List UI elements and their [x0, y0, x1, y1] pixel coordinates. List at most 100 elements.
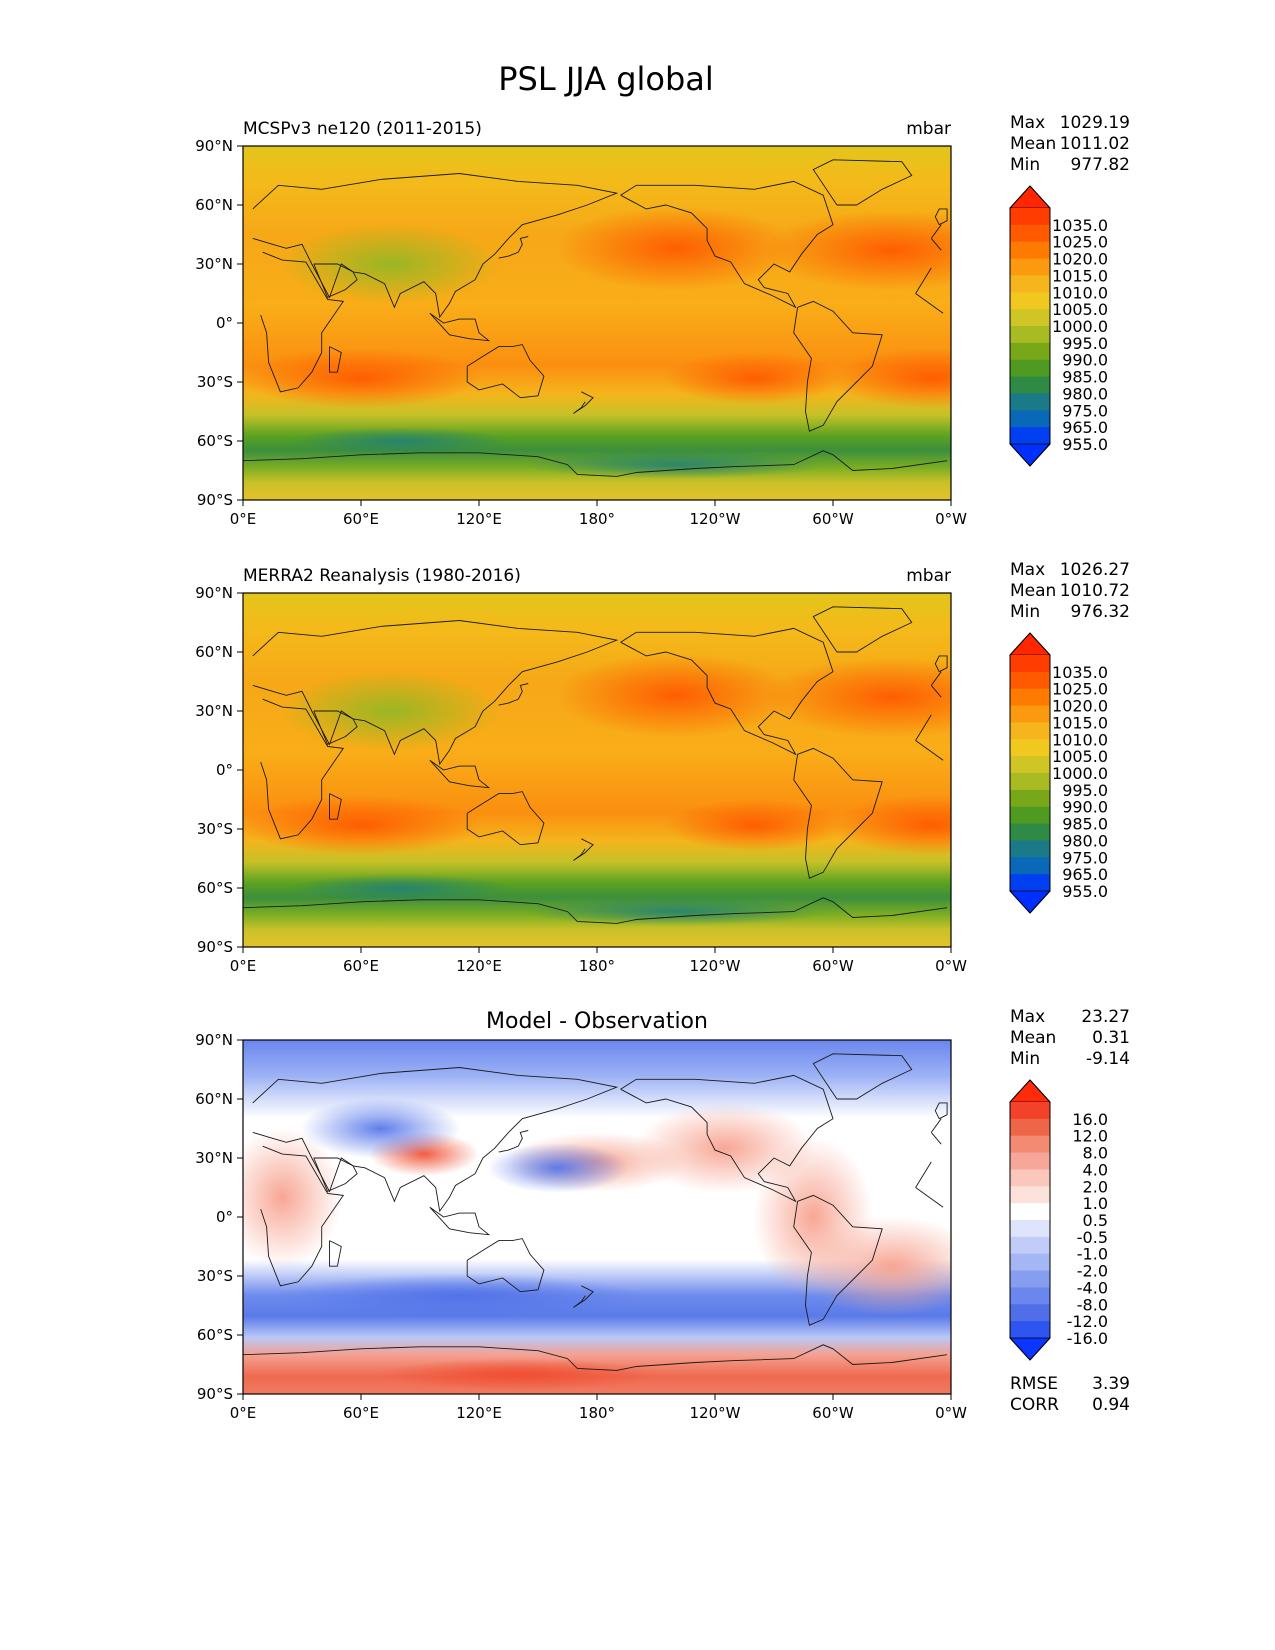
stat-max-value: 1029.19: [1060, 113, 1130, 133]
stat-max-label: Max: [1010, 113, 1045, 133]
coastline-3: [466, 791, 545, 846]
asian-low: [280, 671, 501, 751]
colorbar-tick-label: 0.5: [1083, 1211, 1108, 1230]
metric-rmse-label: RMSE: [1010, 1374, 1058, 1394]
coastline-2: [313, 263, 358, 298]
colorbar-swatch: [1010, 789, 1050, 808]
lat-tick-labels: 90°N 60°N 30°N 0° 30°S 60°S 90°S: [195, 1031, 243, 1403]
stat-min-value: 976.32: [1071, 602, 1130, 622]
south-atlantic-high: [831, 348, 951, 409]
colorbar-swatch: [1010, 671, 1050, 690]
colorbar-swatch: [1010, 410, 1050, 428]
stat-min-value: -9.14: [1086, 1049, 1130, 1069]
lon-tick-label: 0°E: [230, 1404, 257, 1422]
metrics-block: RMSE 3.39 CORR 0.94: [1010, 1374, 1130, 1415]
coastline-11: [429, 312, 491, 342]
coastline-0: [260, 1145, 944, 1287]
panel-model: MCSPv3 ne120 (2011-2015) mbar 90°N 60°N 30…: [195, 113, 1130, 528]
coastline-11: [429, 1206, 491, 1236]
colorbar-tick-label: 990.0: [1062, 798, 1108, 817]
lon-tick-label: 120°W: [690, 957, 741, 975]
coastline-9: [329, 793, 342, 820]
lat-tick-label: 30°N: [195, 255, 233, 273]
colorbar-tick-label: 955.0: [1062, 882, 1108, 901]
lon-tick-labels: 0°E 60°E 120°E 180° 120°W 60°W 0°W: [230, 500, 967, 528]
stat-mean-label: Mean: [1010, 134, 1056, 154]
colorbar-swatch: [1010, 359, 1050, 378]
colorbar-swatch: [1010, 1220, 1050, 1238]
lon-tick-label: 180°: [579, 957, 615, 975]
coastline-3: [466, 344, 545, 399]
figure-title: PSL JJA global: [498, 60, 714, 98]
lon-tick-label: 0°E: [230, 510, 257, 528]
coastline-9: [329, 346, 342, 373]
lon-tick-label: 60°E: [343, 1404, 379, 1422]
colorbar-tick-label: 995.0: [1062, 781, 1108, 800]
colorbar-swatch: [1010, 688, 1050, 707]
lon-tick-labels: 0°E 60°E 120°E 180° 120°W 60°W 0°W: [230, 947, 967, 975]
coastline-7: [242, 897, 948, 924]
lon-tick-labels: 0°E 60°E 120°E 180° 120°W 60°W 0°W: [230, 1394, 967, 1422]
coastline-4: [620, 627, 834, 756]
stat-min-label: Min: [1010, 602, 1040, 622]
colorbar-tick-label: 16.0: [1072, 1110, 1108, 1129]
colorbar-tick-label: 1005.0: [1052, 300, 1108, 319]
west-pacific-negative-anomaly: [487, 1142, 628, 1193]
colorbar-swatch: [1010, 292, 1050, 310]
stat-max-label: Max: [1010, 1007, 1045, 1027]
colorbar-tick-label: 1035.0: [1052, 216, 1108, 235]
colorbar-tick-label: 1005.0: [1052, 747, 1108, 766]
colorbar-swatch: [1010, 224, 1050, 243]
lon-tick-label: 0°W: [935, 1404, 967, 1422]
south-pacific-high: [664, 352, 845, 405]
stat-min-value: 977.82: [1071, 155, 1130, 175]
colorbar-tick-label: 1.0: [1083, 1194, 1108, 1213]
colorbar-tick-label: -8.0: [1077, 1295, 1108, 1314]
panel-units: mbar: [906, 119, 951, 139]
colorbar-swatch: [1010, 1287, 1050, 1305]
lon-tick-label: 120°W: [690, 1404, 741, 1422]
colorbar-swatch: [1010, 393, 1050, 411]
lon-tick-label: 120°E: [456, 1404, 502, 1422]
colorbar-swatch: [1010, 427, 1050, 445]
coastline-8: [498, 236, 529, 259]
southern-ocean-low-1: [290, 874, 511, 902]
metric-corr-value: 0.94: [1092, 1395, 1130, 1415]
lat-tick-label: 90°S: [197, 938, 233, 956]
lat-tick-label: 90°S: [197, 1385, 233, 1403]
lat-tick-label: 30°N: [195, 702, 233, 720]
colorbar-swatch: [1010, 1321, 1050, 1339]
lon-tick-label: 0°W: [935, 510, 967, 528]
coastline-7: [242, 1344, 948, 1371]
lon-tick-label: 60°W: [812, 957, 854, 975]
lon-tick-label: 0°W: [935, 957, 967, 975]
north-pacific-high: [555, 206, 796, 291]
south-atlantic-high: [831, 795, 951, 856]
colorbar-swatch: [1010, 1118, 1050, 1137]
panel-difference: Model - Observation 90°N 60°N 30°N 0° 30°S 60…: [195, 1007, 1130, 1422]
lat-tick-label: 0°: [216, 761, 233, 779]
lat-tick-label: 90°N: [195, 1031, 233, 1049]
coastlines: [242, 606, 948, 924]
colorbar-extend-max: [1009, 1079, 1051, 1103]
colorbar: 1035.01025.01020.01015.01010.01005.01000…: [1009, 632, 1108, 914]
colorbar-extend-min: [1009, 1337, 1051, 1361]
southern-indian-negative-anomaly: [279, 1273, 640, 1318]
colorbar-tick-label: 985.0: [1062, 815, 1108, 834]
colorbar-tick-label: 980.0: [1062, 384, 1108, 403]
map-field: [243, 146, 951, 500]
colorbar-swatch: [1010, 874, 1050, 892]
colorbar-tick-label: 1020.0: [1052, 250, 1108, 269]
coastline-4: [620, 1074, 834, 1203]
coastlines: [242, 1053, 948, 1371]
colorbar-swatch: [1010, 773, 1050, 791]
asian-low: [280, 224, 501, 304]
colorbar-swatch: [1010, 258, 1050, 276]
azores-high: [762, 657, 951, 738]
colorbar-tick-label: 1025.0: [1052, 680, 1108, 699]
colorbar: 16.012.08.04.02.01.00.5-0.5-1.0-2.0-4.0-…: [1009, 1079, 1108, 1361]
lat-tick-label: 0°: [216, 314, 233, 332]
coastline-3: [466, 1238, 545, 1293]
lat-tick-labels: 90°N 60°N 30°N 0° 30°S 60°S 90°S: [195, 584, 243, 956]
colorbar-swatch: [1010, 1304, 1050, 1322]
